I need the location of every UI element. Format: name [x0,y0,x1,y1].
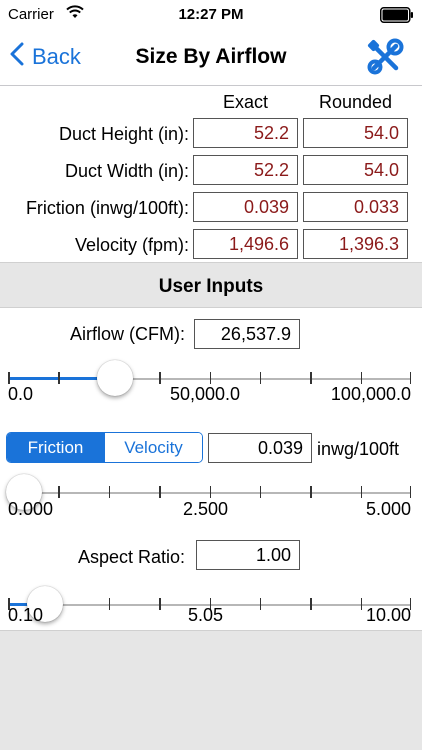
velocity-exact-value: 1,496.6 [193,229,298,259]
aspect-ratio-label: Aspect Ratio: [78,547,186,567]
friction-unit-label: inwg/100ft [317,439,400,459]
duct-width-exact-value: 52.2 [193,155,298,185]
airflow-max-label: 100,000.0 [330,384,411,404]
friction-input[interactable]: 0.039 [208,433,312,463]
results-panel: Exact Rounded Duct Height (in): 52.2 54.… [0,86,422,262]
slider-tick [360,372,363,384]
row-label-friction: Friction (inwg/100ft): [25,198,189,218]
wrench-screwdriver-icon[interactable] [366,38,404,81]
user-inputs-panel: Airflow (CFM): 26,537.9 0.0 50,000.0 100… [0,308,422,630]
slider-tick [409,486,411,498]
slider-tick [159,372,161,384]
section-header-user-inputs: User Inputs [0,262,422,308]
slider-tick [58,372,60,384]
friction-min-label: 0.000 [8,499,54,519]
row-label-velocity: Velocity (fpm): [74,235,189,255]
airflow-mid-label: 50,000.0 [170,384,241,404]
slider-fill [8,603,45,606]
chevron-left-icon [10,42,32,72]
slider-tick [159,598,161,610]
slider-tick [209,486,211,498]
row-label-duct-width: Duct Width (in): [64,161,189,181]
empty-footer-area [0,630,422,750]
slider-thumb[interactable] [96,360,133,396]
slider-tick [409,598,411,610]
clock: 12:27 PM [178,6,244,23]
segment-friction[interactable]: Friction [7,433,104,462]
slider-tick [259,598,262,610]
battery-icon [380,7,414,23]
slider-tick [159,486,161,498]
slider-tick [310,598,312,610]
slider-tick [209,598,211,610]
airflow-label: Airflow (CFM): [70,324,185,344]
aspect-ratio-max-label: 10.00 [365,605,411,625]
slider-tick [310,372,312,384]
slider-tick [360,598,363,610]
column-header-rounded: Rounded [318,92,393,112]
slider-tick [8,372,10,384]
duct-height-exact-value: 52.2 [193,118,298,148]
friction-velocity-toggle[interactable]: Friction Velocity [6,432,203,463]
aspect-ratio-slider[interactable] [8,586,411,626]
wifi-icon [66,5,84,23]
segment-velocity[interactable]: Velocity [104,433,202,462]
slider-tick [259,486,262,498]
page-title: Size By Airflow [135,45,287,68]
status-bar: Carrier 12:27 PM [0,0,422,30]
row-label-duct-height: Duct Height (in): [58,124,189,144]
friction-rounded-value: 0.033 [303,192,408,222]
slider-tick [58,486,60,498]
slider-tick [108,598,111,610]
duct-height-rounded-value: 54.0 [303,118,408,148]
column-header-exact: Exact [222,92,269,112]
airflow-slider[interactable] [8,360,411,400]
slider-tick [259,372,262,384]
slider-tick [360,486,363,498]
friction-slider[interactable] [6,474,411,514]
back-label: Back [32,44,81,69]
slider-tick [108,486,111,498]
airflow-input[interactable]: 26,537.9 [194,319,300,349]
slider-tick [8,598,10,610]
slider-tick [209,372,211,384]
navigation-bar: Back Size By Airflow [0,30,422,86]
slider-fill [8,377,115,380]
aspect-ratio-input[interactable]: 1.00 [196,540,300,570]
airflow-min-label: 0.0 [8,384,34,404]
back-button[interactable]: Back [10,42,81,72]
friction-exact-value: 0.039 [193,192,298,222]
slider-thumb[interactable] [6,474,42,510]
duct-width-rounded-value: 54.0 [303,155,408,185]
slider-tick [409,372,411,384]
friction-max-label: 5.000 [365,499,411,519]
slider-tick [310,486,312,498]
aspect-ratio-min-label: 0.10 [8,605,44,625]
friction-mid-label: 2.500 [183,499,229,519]
aspect-ratio-mid-label: 5.05 [188,605,224,625]
carrier-label: Carrier [8,6,54,23]
slider-thumb[interactable] [26,586,63,622]
velocity-rounded-value: 1,396.3 [303,229,408,259]
